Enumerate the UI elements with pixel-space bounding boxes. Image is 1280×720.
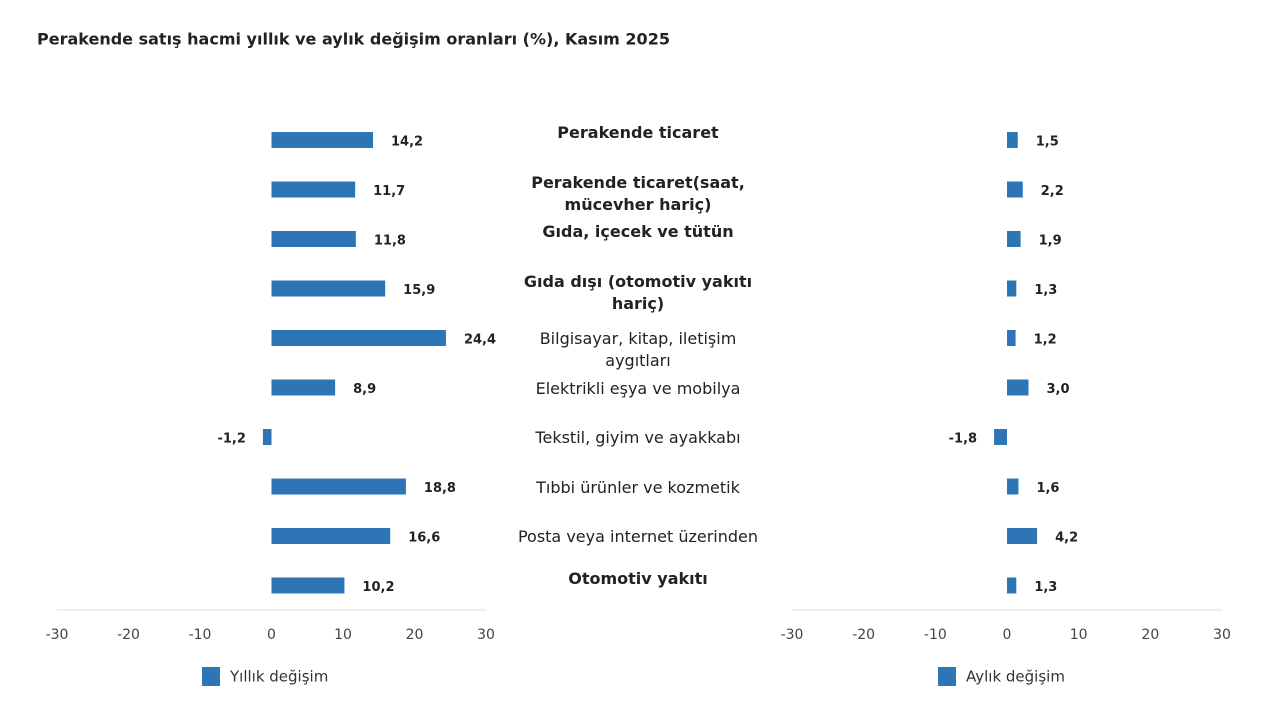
value-label: 18,8 bbox=[424, 481, 456, 496]
x-tick-label: 0 bbox=[267, 627, 276, 643]
bar bbox=[1007, 528, 1038, 544]
bar bbox=[1007, 330, 1016, 346]
x-tick-label: 0 bbox=[1003, 627, 1012, 643]
category-label: Elektrikli eşya ve mobilya bbox=[535, 378, 741, 398]
bar bbox=[271, 577, 345, 594]
x-tick-label: -30 bbox=[781, 627, 804, 643]
category-label: Tıbbi ürünler ve kozmetik bbox=[536, 477, 740, 497]
legend-swatch bbox=[202, 667, 220, 686]
x-tick-label: -10 bbox=[189, 627, 212, 643]
x-tick-label: 30 bbox=[477, 627, 495, 643]
value-label: 1,3 bbox=[1034, 283, 1057, 298]
bar bbox=[271, 478, 406, 495]
category-label: Gıda, içecek ve tütün bbox=[542, 222, 734, 241]
x-tick-label: 10 bbox=[334, 627, 352, 643]
bar bbox=[271, 330, 446, 346]
x-tick-label: 10 bbox=[1070, 627, 1088, 643]
bar bbox=[1007, 231, 1021, 247]
x-tick-label: 20 bbox=[1141, 627, 1159, 643]
category-label: Bilgisayar, kitap, iletişim aygıtları bbox=[539, 329, 737, 370]
bar bbox=[262, 429, 272, 445]
category-label: Otomotiv yakıtı bbox=[568, 568, 708, 588]
category-label: Perakende ticaret bbox=[557, 123, 719, 142]
value-label: 15,9 bbox=[403, 283, 435, 298]
x-tick-label: -20 bbox=[852, 627, 875, 643]
value-label: 24,4 bbox=[464, 333, 496, 348]
value-label: 1,6 bbox=[1036, 481, 1059, 496]
x-tick-label: -20 bbox=[117, 627, 140, 643]
category-label: Perakende ticaret(saat, mücevher hariç) bbox=[531, 172, 745, 214]
bar bbox=[1007, 181, 1023, 198]
bar bbox=[1007, 379, 1029, 396]
bar bbox=[271, 132, 374, 148]
bar bbox=[1007, 577, 1017, 594]
value-label: 1,2 bbox=[1034, 333, 1057, 348]
bar bbox=[271, 231, 356, 247]
value-label: -1,8 bbox=[949, 432, 977, 447]
bar bbox=[1007, 280, 1017, 297]
bar bbox=[1007, 478, 1019, 495]
category-label: Posta veya internet üzerinden bbox=[517, 527, 759, 546]
legend-label: Yıllık değişim bbox=[229, 668, 328, 686]
value-label: 8,9 bbox=[353, 382, 376, 397]
bar bbox=[1007, 132, 1018, 148]
bar bbox=[271, 181, 356, 198]
value-label: 11,7 bbox=[373, 184, 405, 199]
x-tick-label: 30 bbox=[1213, 627, 1231, 643]
value-label: 4,2 bbox=[1055, 531, 1078, 546]
legend-swatch bbox=[938, 667, 956, 686]
x-tick-label: 20 bbox=[406, 627, 424, 643]
value-label: -1,2 bbox=[217, 432, 245, 447]
value-label: 11,8 bbox=[374, 234, 406, 249]
bar bbox=[271, 528, 391, 544]
value-label: 1,5 bbox=[1036, 135, 1059, 150]
category-label: Tekstil, giyim ve ayakkabı bbox=[535, 428, 741, 447]
value-label: 16,6 bbox=[408, 531, 440, 546]
chart-title: Perakende satış hacmi yıllık ve aylık de… bbox=[37, 30, 670, 49]
value-label: 3,0 bbox=[1047, 382, 1070, 397]
x-tick-label: -30 bbox=[46, 627, 69, 643]
value-label: 2,2 bbox=[1041, 184, 1064, 199]
value-label: 1,3 bbox=[1034, 580, 1057, 595]
bar bbox=[271, 379, 336, 396]
legend-label: Aylık değişim bbox=[966, 668, 1065, 686]
value-label: 1,9 bbox=[1039, 234, 1062, 249]
value-label: 10,2 bbox=[362, 580, 394, 595]
value-label: 14,2 bbox=[391, 135, 423, 150]
bar bbox=[271, 280, 386, 297]
x-tick-label: -10 bbox=[924, 627, 947, 643]
bar bbox=[994, 429, 1007, 445]
category-label: Gıda dışı (otomotiv yakıtı hariç) bbox=[523, 271, 753, 313]
